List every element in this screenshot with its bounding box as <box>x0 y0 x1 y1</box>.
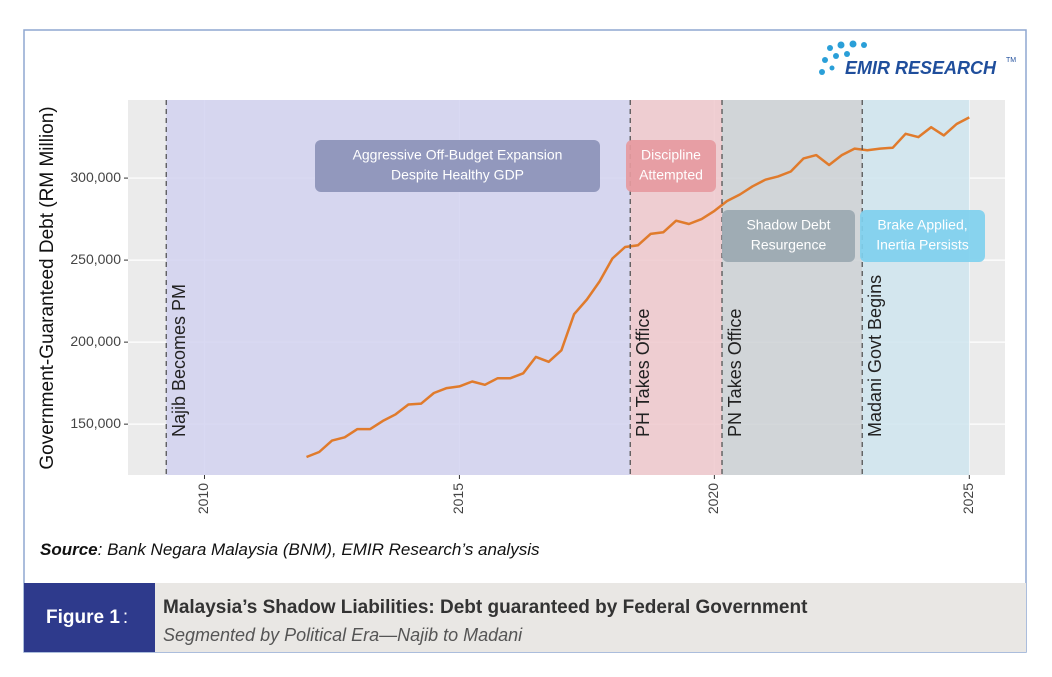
caption-band <box>155 583 1026 652</box>
era-label: PH Takes Office <box>633 309 653 437</box>
era-note: Attempted <box>639 167 703 183</box>
figure-title: Malaysia’s Shadow Liabilities: Debt guar… <box>163 597 808 618</box>
era-band <box>722 100 863 475</box>
era-note: Shadow Debt <box>746 217 830 233</box>
figure-badge <box>24 583 155 652</box>
era-note: Inertia Persists <box>876 237 969 253</box>
era-note-box <box>722 210 855 262</box>
era-band <box>862 100 970 475</box>
logo: EMIR RESEARCH TM <box>819 40 1016 78</box>
plot: Najib Becomes PM Aggressive Off-Budget Ex… <box>70 100 1005 514</box>
era-note: Resurgence <box>751 237 827 253</box>
figure-number: Figure 1 <box>46 607 120 628</box>
era-label: Najib Becomes PM <box>169 284 189 437</box>
era-label: Madani Govt Begins <box>865 275 885 437</box>
era-note-box <box>315 140 600 192</box>
logo-mark: TM <box>1006 57 1016 64</box>
x-tick-label: 2010 <box>195 483 211 514</box>
era-label: PN Takes Office <box>725 309 745 437</box>
figure-label: Figure 1: <box>46 607 128 628</box>
era-note: Despite Healthy GDP <box>391 167 524 183</box>
era-note: Aggressive Off-Budget Expansion <box>353 147 563 163</box>
y-tick-label: 250,000 <box>70 251 121 267</box>
era-note: Discipline <box>641 147 701 163</box>
era-note-box <box>860 210 985 262</box>
y-tick-label: 150,000 <box>70 415 121 431</box>
source-text: : Bank Negara Malaysia (BNM), EMIR Resea… <box>98 540 540 559</box>
figure-separator: : <box>123 607 128 628</box>
logo-text: EMIR RESEARCH <box>845 58 997 78</box>
x-tick-label: 2025 <box>960 483 976 514</box>
figure-subtitle: Segmented by Political Era—Najib to Mada… <box>163 625 523 645</box>
source-label: Source <box>40 540 98 559</box>
y-axis-title: Government-Guaranteed Debt (RM Million) <box>37 106 58 469</box>
x-tick-label: 2020 <box>705 483 721 514</box>
y-tick-label: 200,000 <box>70 333 121 349</box>
x-tick-label: 2015 <box>450 483 466 514</box>
y-tick-label: 300,000 <box>70 169 121 185</box>
era-note: Brake Applied, <box>877 217 967 233</box>
debt-line <box>306 116 970 459</box>
source-note: Source: Bank Negara Malaysia (BNM), EMIR… <box>40 540 540 559</box>
era-note-box <box>626 140 716 192</box>
